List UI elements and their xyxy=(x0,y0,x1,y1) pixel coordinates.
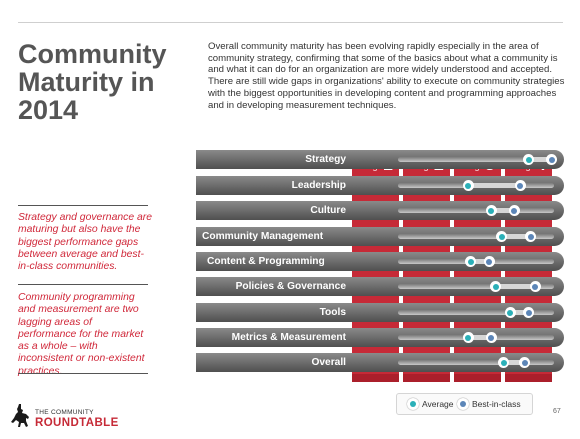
stage-column-foot xyxy=(505,374,552,382)
maturity-row-metrics-measurement: Metrics & Measurement xyxy=(196,328,564,347)
side-note-divider xyxy=(18,284,148,285)
stage-column-foot xyxy=(403,374,450,382)
average-to-best-range xyxy=(470,259,490,264)
maturity-row-content-programming: Content & Programming xyxy=(196,252,564,271)
average-to-best-range xyxy=(491,208,515,213)
average-marker xyxy=(498,357,510,368)
row-label: Community Management xyxy=(202,231,324,242)
stage-column-foot xyxy=(454,374,501,382)
average-to-best-range xyxy=(495,284,536,289)
average-marker xyxy=(462,180,474,191)
maturity-row-culture: Culture xyxy=(196,201,564,220)
page-title-line-1: Community xyxy=(18,39,167,69)
row-track xyxy=(398,208,554,213)
row-track xyxy=(398,360,554,365)
average-marker xyxy=(465,256,477,267)
page-number: 67 xyxy=(553,408,561,415)
maturity-row-overall: Overall xyxy=(196,353,564,372)
logo-line-2: ROUNDTABLE xyxy=(35,417,119,429)
stage-column-foot xyxy=(352,374,399,382)
side-note-strategy-governance: Strategy and governance are maturing but… xyxy=(18,212,153,273)
maturity-row-community-management: Community Management xyxy=(196,227,564,246)
best-in-class-marker xyxy=(546,154,558,165)
best-in-class-marker xyxy=(485,332,497,343)
row-track xyxy=(398,157,554,162)
legend-label-average: Average xyxy=(422,399,454,409)
average-marker xyxy=(504,307,516,318)
row-label: Culture xyxy=(310,205,346,216)
average-marker xyxy=(490,281,502,292)
page-title: Community Maturity in 2014 xyxy=(18,40,188,124)
row-track xyxy=(398,234,554,239)
row-track xyxy=(398,284,554,289)
average-marker xyxy=(523,154,535,165)
maturity-row-leadership: Leadership xyxy=(196,176,564,195)
logo-line-1: THE COMMUNITY xyxy=(35,409,94,416)
average-marker xyxy=(462,332,474,343)
row-label: Overall xyxy=(311,357,346,368)
row-label: Leadership xyxy=(291,180,346,191)
horse-rider-icon xyxy=(11,404,29,427)
row-label: Policies & Governance xyxy=(235,281,346,292)
best-in-class-marker xyxy=(483,256,495,267)
best-in-class-dot-icon xyxy=(457,398,469,410)
side-note-programming-measurement: Community programming and measurement ar… xyxy=(18,292,145,377)
best-in-class-marker xyxy=(525,231,537,242)
average-marker xyxy=(485,205,497,216)
average-marker xyxy=(496,231,508,242)
page-title-line-2: Maturity in 2014 xyxy=(18,67,155,125)
average-to-best-range xyxy=(528,157,552,162)
chart-legend: Average Best-in-class xyxy=(396,393,533,415)
maturity-row-policies-governance: Policies & Governance xyxy=(196,277,564,296)
community-roundtable-logo: THE COMMUNITY ROUNDTABLE xyxy=(8,403,138,433)
row-track xyxy=(398,310,554,315)
average-to-best-range xyxy=(501,234,531,239)
row-label: Tools xyxy=(319,307,346,318)
average-to-best-range xyxy=(468,335,492,340)
best-in-class-marker xyxy=(523,307,535,318)
average-to-best-range xyxy=(468,183,521,188)
best-in-class-marker xyxy=(508,205,520,216)
intro-paragraph: Overall community maturity has been evol… xyxy=(208,41,565,111)
top-divider xyxy=(18,22,563,23)
best-in-class-marker xyxy=(519,357,531,368)
row-label: Content & Programming xyxy=(207,256,325,267)
maturity-row-strategy: Strategy xyxy=(196,150,564,169)
row-label: Metrics & Measurement xyxy=(231,332,346,343)
average-to-best-range xyxy=(503,360,525,365)
row-label: Strategy xyxy=(305,154,346,165)
best-in-class-marker xyxy=(514,180,526,191)
average-to-best-range xyxy=(510,310,529,315)
side-note-divider xyxy=(18,205,148,206)
best-in-class-marker xyxy=(529,281,541,292)
side-note-divider xyxy=(18,373,148,374)
maturity-row-tools: Tools xyxy=(196,303,564,322)
average-dot-icon xyxy=(407,398,419,410)
legend-label-best: Best-in-class xyxy=(472,399,521,409)
